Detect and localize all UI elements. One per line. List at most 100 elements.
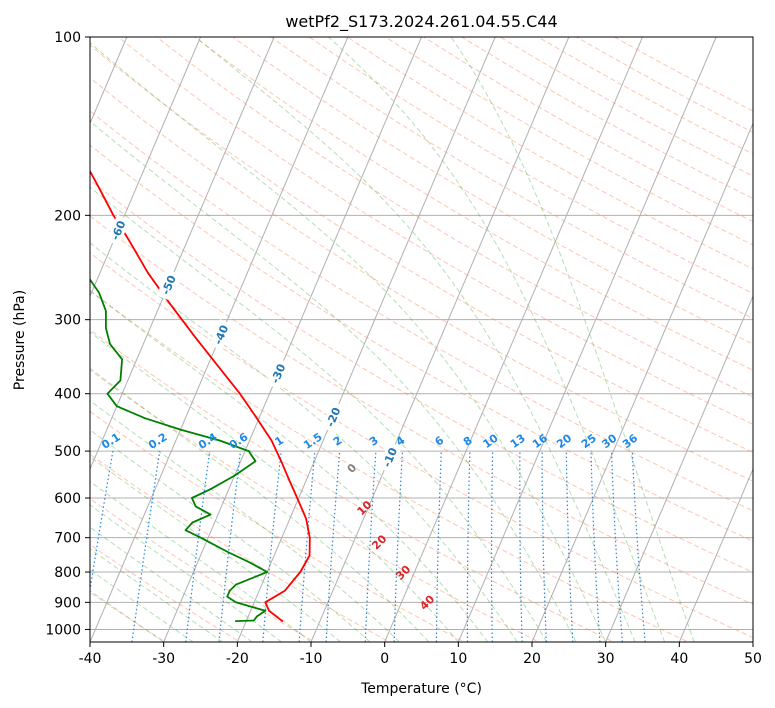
mixing-ratio-label: 2: [331, 434, 345, 449]
moist-adiabat: [90, 456, 341, 642]
x-tick-label: 40: [670, 651, 688, 667]
moist-adiabat: [90, 429, 371, 642]
mixing-ratio-label: 0.6: [227, 430, 251, 452]
isotherm-line: [90, 37, 201, 298]
dry-adiabat: [90, 44, 753, 453]
dry-adiabat: [90, 453, 391, 642]
isotherm-label-bg: [321, 401, 346, 433]
dry-adiabat: [90, 215, 753, 606]
mixing-ratio-line: [610, 451, 623, 642]
dry-adiabat: [90, 369, 540, 642]
x-axis-title: Temperature (°C): [360, 681, 482, 697]
isotherm-line: [752, 640, 753, 642]
dry-adiabat: [461, 37, 753, 200]
dry-adiabat: [423, 37, 753, 223]
isotherm-line: [310, 37, 570, 642]
mixing-ratio-label: 6: [432, 433, 446, 448]
plot-frame: [89, 36, 754, 643]
moist-adiabat: [90, 526, 253, 642]
dry-adiabat: [90, 290, 690, 642]
mixing-ratio-label: 10: [481, 431, 501, 451]
dry-adiabat: [308, 37, 753, 295]
x-tick-label: -20: [226, 651, 249, 667]
mixing-ratio-line: [590, 451, 601, 642]
x-tick-label: -40: [79, 651, 102, 667]
profile-series: [90, 169, 311, 623]
dry-adiabat: [90, 110, 753, 512]
moist-adiabat: [90, 589, 164, 642]
plot-area: -100-90-80-70-60-50-40-30-20-10 0.10.20.…: [0, 37, 753, 642]
isotherm-label: -70: [54, 174, 74, 198]
pressure-grid: [90, 37, 753, 630]
isotherm-line: [384, 37, 643, 642]
x-tick-label: 0: [380, 651, 389, 667]
isotherms: [90, 37, 753, 642]
dry-adiabat: [90, 498, 316, 642]
mixing-ratio-line: [565, 451, 574, 642]
moist-adiabat: [90, 331, 459, 642]
isotherm-line: [457, 37, 717, 642]
x-tick-label: -30: [152, 651, 175, 667]
moist-adiabat: [195, 37, 636, 642]
y-tick-label: 800: [54, 565, 81, 581]
mixing-ratio-line: [393, 451, 404, 642]
dry-adiabats: [90, 37, 753, 642]
temperature-line: [90, 169, 311, 623]
isotherm-label-bg: [106, 214, 131, 246]
moist-adiabat: [90, 186, 548, 642]
isotherm-label-bg: [0, 129, 19, 160]
dry-adiabat: [90, 252, 753, 639]
y-tick-label: 300: [54, 313, 81, 329]
mixing-ratio-label: 0.2: [146, 430, 169, 451]
y-tick-label: 100: [54, 30, 81, 46]
x-tick-label: 20: [523, 651, 541, 667]
dry-adiabat: [194, 37, 753, 371]
mixing-ratio-line: [490, 451, 494, 642]
y-tick-label: 1000: [45, 622, 81, 638]
dry-adiabat: [90, 179, 753, 573]
moist-adiabat: [90, 504, 282, 642]
theta-e-label: 10: [355, 498, 375, 518]
isotherm-labels: -100-90-80-70-60-50-40-30-20-10: [0, 129, 402, 473]
y-axis-title: Pressure (hPa): [12, 290, 28, 390]
mixing-ratio-label: 1.5: [301, 430, 324, 452]
x-tick-label: 50: [744, 651, 762, 667]
moist-adiabat: [90, 548, 223, 642]
y-tick-label: 900: [54, 595, 81, 611]
moist-adiabat: [90, 367, 430, 642]
x-axis: -40 -30 -20 -10 0 10 20 30 40 50: [79, 642, 762, 667]
dry-adiabat: [537, 37, 753, 155]
y-axis: 100 200 300 400 500 600 700 800 900 1000: [45, 30, 90, 638]
y-tick-label: 200: [54, 208, 81, 224]
dry-adiabat: [90, 591, 167, 642]
dry-adiabat: [90, 144, 753, 542]
dry-adiabat: [90, 543, 241, 642]
mixing-ratio-line: [90, 450, 114, 594]
mixing-ratio-label: 20: [554, 431, 574, 451]
dry-adiabat: [156, 37, 753, 398]
mixing-ratio-line: [519, 451, 523, 642]
mixing-ratio-line: [218, 451, 242, 642]
y-tick-label: 600: [54, 491, 81, 507]
mixing-ratio-label: 36: [620, 431, 640, 451]
y-tick-label: 700: [54, 531, 81, 547]
moist-adiabat: [90, 290, 489, 642]
isotherm-line: [678, 467, 753, 642]
isotherm-line: [531, 122, 753, 642]
isotherm-line: [236, 37, 496, 642]
dry-adiabat: [90, 410, 466, 642]
x-tick-label: 30: [597, 651, 615, 667]
moist-adiabat: [90, 242, 518, 642]
moist-adiabat: [90, 400, 400, 642]
theta-e-label: 20: [369, 532, 389, 552]
isotherm-line: [163, 37, 422, 642]
isotherm-label-bg: [52, 170, 76, 201]
isotherm-label-bg: [209, 319, 233, 351]
dry-adiabat: [90, 76, 753, 482]
isotherm-label-bg: [266, 357, 290, 390]
y-tick-label: 400: [54, 387, 81, 403]
chart-title: wetPf2_S173.2024.261.04.55.C44: [285, 12, 557, 32]
dry-adiabat: [385, 37, 753, 246]
